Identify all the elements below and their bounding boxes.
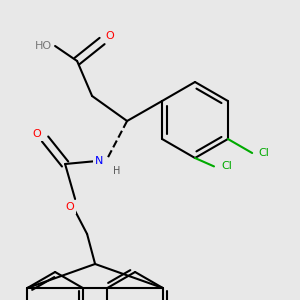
Text: Cl: Cl [222,161,232,171]
Text: Cl: Cl [259,148,270,158]
Text: O: O [33,129,41,139]
Text: HO: HO [34,41,52,51]
Text: O: O [66,202,74,212]
Text: O: O [106,31,115,41]
Text: N: N [95,156,103,166]
Text: H: H [113,166,121,176]
